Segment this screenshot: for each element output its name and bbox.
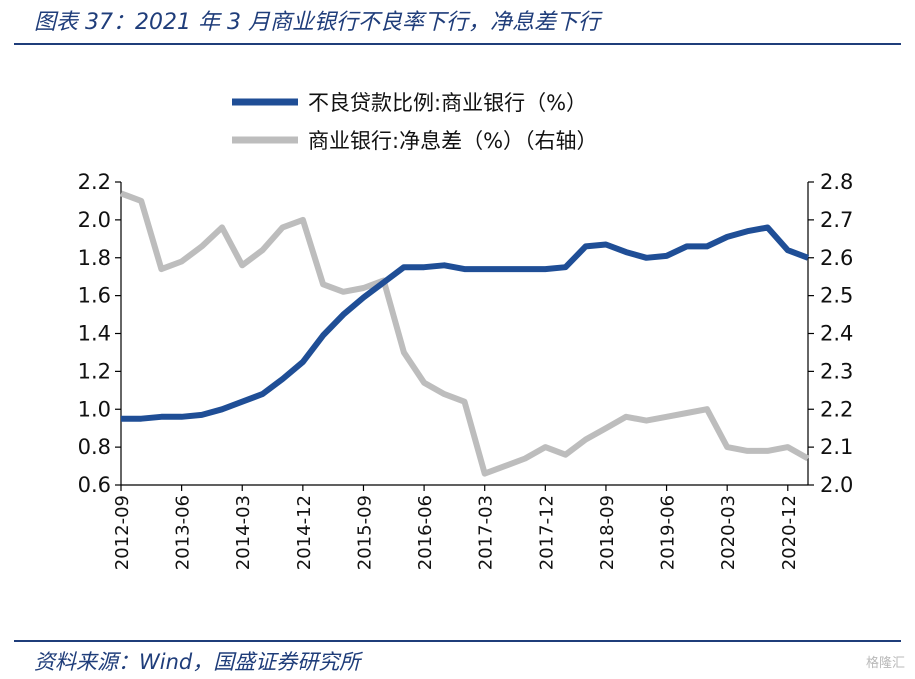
net-interest-margin-line <box>119 190 810 477</box>
legend-label-npl: 不良贷款比例:商业银行（%） <box>308 91 587 115</box>
x-tick-label: 2018-09 <box>597 495 618 570</box>
right-y-tick-label: 2.5 <box>820 284 853 308</box>
x-tick-label: 2016-06 <box>415 495 436 570</box>
x-tick-label: 2013-06 <box>173 495 194 570</box>
right-y-tick-label: 2.3 <box>820 359 853 383</box>
npl-ratio-line <box>121 224 810 422</box>
x-tick-label: 2014-03 <box>233 495 254 570</box>
right-y-tick-label: 2.7 <box>820 208 853 232</box>
x-tick-label: 2020-12 <box>779 495 800 570</box>
x-tick-label: 2015-09 <box>354 495 375 570</box>
legend-label-nim: 商业银行:净息差（%）（右轴） <box>308 129 598 153</box>
title-divider <box>14 43 901 45</box>
right-y-tick-label: 2.4 <box>820 322 853 346</box>
left-y-tick-label: 1.4 <box>78 322 111 346</box>
left-y-tick-label: 1.2 <box>78 359 111 383</box>
left-y-tick-label: 2.2 <box>78 170 111 194</box>
x-tick-label: 2012-09 <box>112 495 133 570</box>
legend: 不良贷款比例:商业银行（%） 商业银行:净息差（%）（右轴） <box>232 91 598 153</box>
figure-title: 图表 37：2021 年 3 月商业银行不良率下行，净息差下行 <box>34 10 600 35</box>
source-note: 资料来源：Wind，国盛证券研究所 <box>34 650 361 674</box>
x-tick-label: 2017-12 <box>536 495 557 570</box>
left-y-tick-label: 0.6 <box>78 473 111 497</box>
x-tick-label: 2017-03 <box>476 495 497 570</box>
left-y-tick-label: 1.0 <box>78 397 111 421</box>
series-lines <box>119 190 810 477</box>
watermark: 格隆汇 <box>865 656 905 671</box>
dual-axis-line-chart: 不良贷款比例:商业银行（%） 商业银行:净息差（%）（右轴） 0.6 0.8 1.0… <box>78 91 854 570</box>
right-y-tick-label: 2.0 <box>820 473 853 497</box>
x-tick-label: 2020-03 <box>718 495 739 570</box>
left-y-tick-label: 1.8 <box>78 246 111 270</box>
left-y-tick-label: 1.6 <box>78 284 111 308</box>
left-y-tick-label: 2.0 <box>78 208 111 232</box>
axes: 0.6 0.8 1.0 1.2 1.4 1.6 1.8 2.0 2.2 2.0 2.1 2.2 2.3 2… <box>78 170 854 570</box>
x-tick-label: 2019-06 <box>658 495 679 570</box>
right-y-tick-label: 2.6 <box>820 246 853 270</box>
left-y-tick-label: 0.8 <box>78 435 111 459</box>
right-y-tick-label: 2.2 <box>820 397 853 421</box>
right-y-tick-label: 2.8 <box>820 170 853 194</box>
right-y-tick-label: 2.1 <box>820 435 853 459</box>
x-tick-label: 2014-12 <box>294 495 315 570</box>
footer-divider <box>14 640 901 642</box>
